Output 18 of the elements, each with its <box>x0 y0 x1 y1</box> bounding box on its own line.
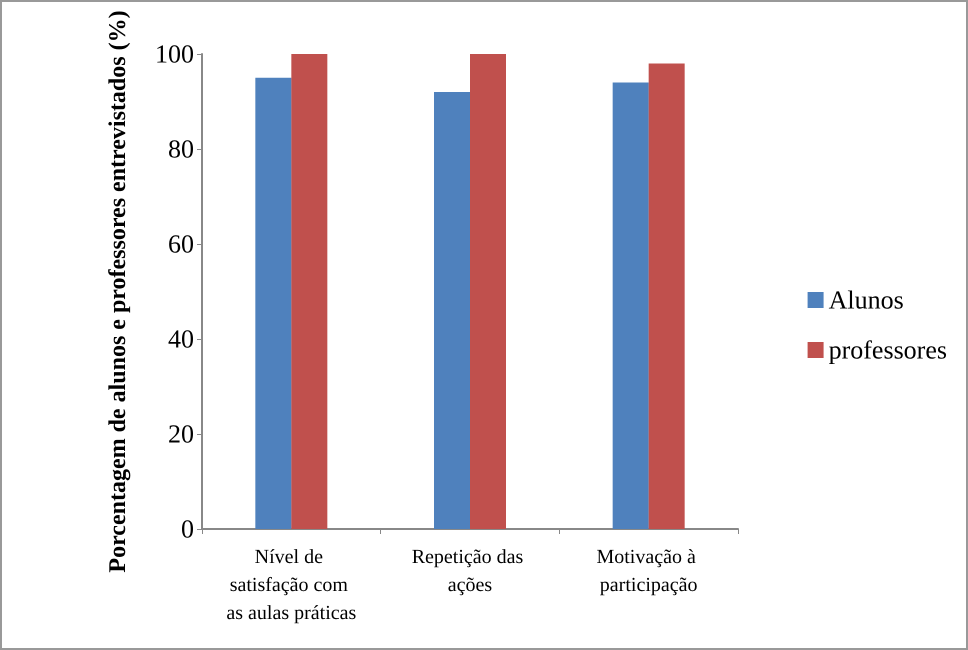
y-tick-label: 80 <box>168 134 194 164</box>
y-tick-label: 0 <box>181 514 194 544</box>
y-tick-label: 40 <box>168 324 194 354</box>
bar <box>434 92 470 529</box>
legend-label: Alunos <box>828 286 904 314</box>
bar <box>255 78 292 529</box>
y-tick-label: 20 <box>168 420 194 448</box>
x-tick-label: Repetição das ações <box>412 546 528 596</box>
legend-label: professores <box>828 336 948 364</box>
y-tick-label: 100 <box>155 40 194 68</box>
bar <box>291 54 328 529</box>
y-tick-label: 60 <box>168 230 194 258</box>
bar <box>612 82 649 529</box>
bar <box>648 64 685 529</box>
x-tick-label: Motivação à participação <box>596 546 701 596</box>
x-tick-label: Nível de satisfação com as aulas práticas <box>226 546 357 624</box>
bar <box>470 54 506 529</box>
y-axis-title: Porcentagem de alunos e professores entrevistados (%) <box>105 10 131 573</box>
